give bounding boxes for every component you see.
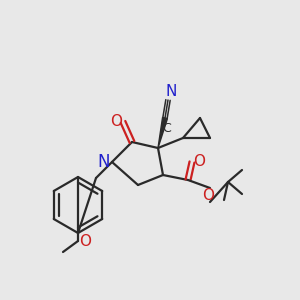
Text: O: O	[193, 154, 205, 169]
Polygon shape	[158, 117, 167, 148]
Text: C: C	[163, 122, 171, 134]
Text: O: O	[110, 115, 122, 130]
Text: O: O	[202, 188, 214, 203]
Text: N: N	[98, 153, 110, 171]
Text: N: N	[165, 85, 177, 100]
Text: O: O	[79, 233, 91, 248]
